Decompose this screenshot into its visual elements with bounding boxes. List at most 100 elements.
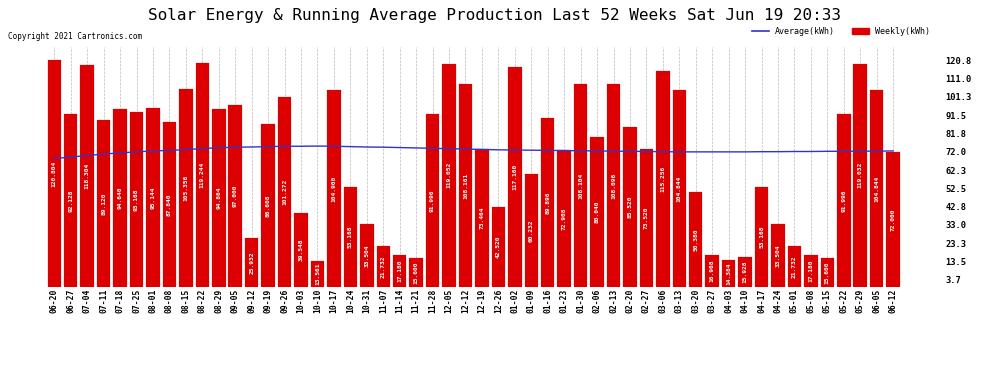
Bar [147, 108, 159, 287]
Bar [162, 122, 176, 287]
Text: 87.840: 87.840 [167, 193, 172, 216]
Text: 118.304: 118.304 [85, 163, 90, 189]
Bar [771, 224, 785, 287]
Text: 33.504: 33.504 [364, 244, 369, 267]
Bar [245, 238, 258, 287]
Bar [48, 60, 61, 287]
Text: 104.844: 104.844 [677, 176, 682, 202]
Bar [656, 71, 669, 287]
Text: 50.380: 50.380 [693, 228, 698, 251]
Text: 53.168: 53.168 [759, 226, 764, 248]
Bar [443, 64, 455, 287]
Text: 104.900: 104.900 [332, 176, 337, 202]
Text: 117.160: 117.160 [513, 164, 518, 190]
Bar [492, 207, 505, 287]
Text: 72.908: 72.908 [561, 207, 566, 230]
Text: 17.180: 17.180 [397, 260, 402, 282]
Text: 80.040: 80.040 [595, 201, 600, 223]
Bar [870, 90, 883, 287]
Bar [294, 213, 308, 287]
Text: 15.600: 15.600 [825, 261, 830, 284]
Bar [821, 258, 835, 287]
Text: 105.356: 105.356 [183, 175, 188, 201]
Bar [179, 89, 193, 287]
Bar [689, 192, 703, 287]
Text: 39.548: 39.548 [299, 238, 304, 261]
Text: 120.804: 120.804 [51, 160, 56, 187]
Text: 53.168: 53.168 [347, 226, 352, 248]
Text: 104.844: 104.844 [874, 176, 879, 202]
Text: 91.996: 91.996 [430, 189, 435, 212]
Bar [130, 112, 144, 287]
Text: 16.968: 16.968 [710, 260, 715, 282]
Text: 15.928: 15.928 [742, 261, 747, 283]
Bar [804, 255, 818, 287]
Bar [508, 67, 522, 287]
Bar [837, 114, 850, 287]
Text: 21.732: 21.732 [381, 255, 386, 278]
Bar [344, 187, 357, 287]
Text: 89.120: 89.120 [101, 192, 106, 214]
Bar [541, 118, 554, 287]
Bar [97, 120, 111, 287]
Bar [278, 97, 291, 287]
Bar [607, 84, 621, 287]
Bar [113, 110, 127, 287]
Bar [624, 126, 637, 287]
Text: 14.384: 14.384 [726, 262, 732, 285]
Bar [722, 260, 736, 287]
Text: Solar Energy & Running Average Production Last 52 Weeks Sat Jun 19 20:33: Solar Energy & Running Average Productio… [148, 8, 842, 23]
Text: 115.256: 115.256 [660, 166, 665, 192]
Bar [706, 255, 719, 287]
Bar [557, 150, 571, 287]
Bar [393, 255, 407, 287]
Text: 73.464: 73.464 [479, 207, 484, 229]
Text: 72.000: 72.000 [891, 208, 896, 231]
Bar [80, 65, 94, 287]
Legend: Average(kWh), Weekly(kWh): Average(kWh), Weekly(kWh) [748, 24, 934, 39]
Text: 94.640: 94.640 [118, 187, 123, 209]
Bar [360, 224, 373, 287]
Text: Copyright 2021 Cartronics.com: Copyright 2021 Cartronics.com [8, 32, 142, 41]
Text: 93.168: 93.168 [134, 188, 139, 211]
Bar [261, 124, 275, 287]
Text: 17.180: 17.180 [809, 260, 814, 282]
Text: 60.232: 60.232 [529, 219, 534, 242]
Bar [311, 261, 324, 287]
Text: 97.000: 97.000 [233, 185, 238, 207]
Text: 42.520: 42.520 [496, 236, 501, 258]
Bar [886, 152, 900, 287]
Text: 119.032: 119.032 [857, 162, 862, 188]
Text: 94.864: 94.864 [216, 187, 222, 209]
Bar [196, 63, 209, 287]
Text: 33.504: 33.504 [775, 244, 780, 267]
Bar [672, 90, 686, 287]
Text: 15.600: 15.600 [414, 261, 419, 284]
Text: 119.052: 119.052 [446, 162, 451, 188]
Bar [853, 64, 867, 287]
Text: 86.608: 86.608 [265, 194, 270, 217]
Bar [788, 246, 801, 287]
Bar [739, 257, 751, 287]
Text: 101.272: 101.272 [282, 179, 287, 205]
Text: 108.096: 108.096 [611, 172, 616, 199]
Text: 108.104: 108.104 [578, 172, 583, 199]
Bar [574, 84, 587, 287]
Text: 95.144: 95.144 [150, 186, 155, 209]
Bar [525, 174, 538, 287]
Text: 89.896: 89.896 [545, 191, 550, 214]
Bar [327, 90, 341, 287]
Bar [458, 84, 472, 287]
Text: 13.561: 13.561 [315, 263, 320, 285]
Bar [410, 258, 423, 287]
Text: 25.932: 25.932 [249, 251, 254, 274]
Bar [376, 246, 390, 287]
Text: 108.161: 108.161 [463, 172, 468, 199]
Bar [64, 114, 77, 287]
Text: 119.244: 119.244 [200, 162, 205, 188]
Bar [212, 109, 226, 287]
Text: 92.128: 92.128 [68, 189, 73, 212]
Text: 21.732: 21.732 [792, 255, 797, 278]
Bar [229, 105, 242, 287]
Text: 85.520: 85.520 [628, 195, 633, 218]
